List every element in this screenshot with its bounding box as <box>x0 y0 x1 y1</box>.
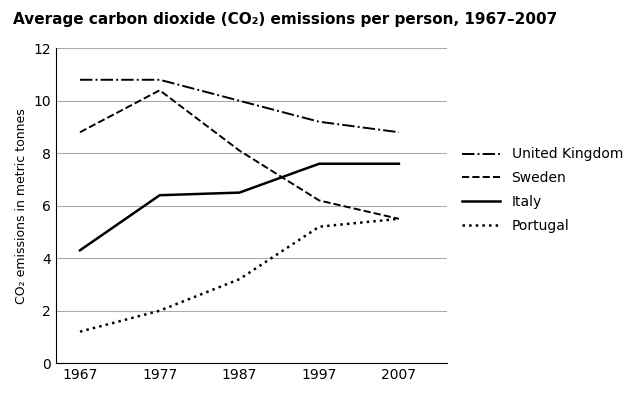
Line: United Kingdom: United Kingdom <box>80 80 399 132</box>
Sweden <box>76 130 84 135</box>
United Kingdom <box>236 98 243 103</box>
Portugal <box>236 277 243 281</box>
Italy <box>395 161 403 166</box>
Legend: United Kingdom, Sweden, Italy, Portugal: United Kingdom, Sweden, Italy, Portugal <box>461 147 623 233</box>
Sweden <box>395 216 403 221</box>
United Kingdom <box>156 77 164 82</box>
Line: Italy: Italy <box>80 164 399 251</box>
Portugal <box>76 329 84 334</box>
Portugal <box>395 216 403 221</box>
Italy <box>76 248 84 253</box>
Line: Sweden: Sweden <box>80 90 399 219</box>
United Kingdom <box>395 130 403 135</box>
United Kingdom <box>316 119 323 124</box>
Italy <box>316 161 323 166</box>
Text: Average carbon dioxide (CO₂) emissions per person, 1967–2007: Average carbon dioxide (CO₂) emissions p… <box>13 12 557 27</box>
Portugal <box>156 308 164 313</box>
Italy <box>236 190 243 195</box>
Sweden <box>316 198 323 203</box>
Sweden <box>236 148 243 153</box>
Italy <box>156 193 164 198</box>
Y-axis label: CO₂ emissions in metric tonnes: CO₂ emissions in metric tonnes <box>15 108 28 304</box>
United Kingdom <box>76 77 84 82</box>
Portugal <box>316 224 323 229</box>
Sweden <box>156 88 164 93</box>
Line: Portugal: Portugal <box>80 219 399 331</box>
